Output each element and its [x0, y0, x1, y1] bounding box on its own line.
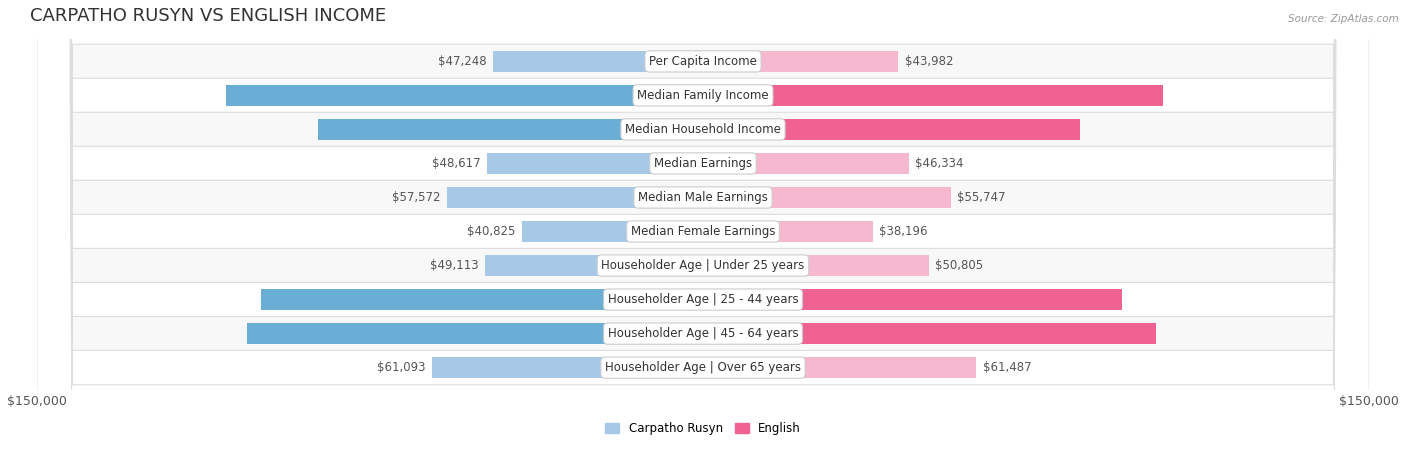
Text: $107,502: $107,502: [633, 89, 695, 102]
Text: Householder Age | Under 25 years: Householder Age | Under 25 years: [602, 259, 804, 272]
FancyBboxPatch shape: [37, 0, 1369, 467]
Text: Source: ZipAtlas.com: Source: ZipAtlas.com: [1288, 14, 1399, 24]
Text: $57,572: $57,572: [392, 191, 440, 204]
Bar: [447, 187, 703, 208]
Bar: [703, 323, 1156, 344]
FancyBboxPatch shape: [37, 0, 1369, 467]
Bar: [703, 153, 908, 174]
Text: $46,334: $46,334: [915, 157, 965, 170]
Text: Householder Age | Over 65 years: Householder Age | Over 65 years: [605, 361, 801, 374]
Text: $102,021: $102,021: [711, 327, 773, 340]
Text: Median Male Earnings: Median Male Earnings: [638, 191, 768, 204]
Text: Median Household Income: Median Household Income: [626, 123, 780, 136]
FancyBboxPatch shape: [37, 0, 1369, 467]
Bar: [494, 51, 703, 72]
Text: $103,684: $103,684: [711, 89, 773, 102]
Text: $102,777: $102,777: [633, 327, 695, 340]
Text: CARPATHO RUSYN VS ENGLISH INCOME: CARPATHO RUSYN VS ENGLISH INCOME: [30, 7, 387, 25]
Bar: [486, 153, 703, 174]
Bar: [318, 119, 703, 140]
Bar: [485, 255, 703, 276]
Text: Householder Age | 25 - 44 years: Householder Age | 25 - 44 years: [607, 293, 799, 306]
FancyBboxPatch shape: [37, 0, 1369, 467]
Text: $48,617: $48,617: [432, 157, 481, 170]
Text: Median Female Earnings: Median Female Earnings: [631, 225, 775, 238]
Text: Householder Age | 45 - 64 years: Householder Age | 45 - 64 years: [607, 327, 799, 340]
Text: $43,982: $43,982: [905, 55, 953, 68]
Bar: [703, 289, 1122, 310]
Text: $38,196: $38,196: [879, 225, 928, 238]
Bar: [703, 255, 928, 276]
Bar: [246, 323, 703, 344]
Text: $61,093: $61,093: [377, 361, 425, 374]
Text: Median Family Income: Median Family Income: [637, 89, 769, 102]
Bar: [703, 357, 976, 378]
Text: $86,635: $86,635: [640, 123, 695, 136]
FancyBboxPatch shape: [37, 0, 1369, 467]
Text: $84,915: $84,915: [711, 123, 766, 136]
Bar: [432, 357, 703, 378]
Bar: [225, 85, 703, 106]
Bar: [703, 221, 873, 242]
Text: $99,449: $99,449: [640, 293, 695, 306]
Bar: [703, 119, 1080, 140]
Bar: [262, 289, 703, 310]
Text: Per Capita Income: Per Capita Income: [650, 55, 756, 68]
Text: $50,805: $50,805: [935, 259, 983, 272]
FancyBboxPatch shape: [37, 0, 1369, 467]
Text: $94,429: $94,429: [711, 293, 766, 306]
FancyBboxPatch shape: [37, 0, 1369, 467]
Text: Median Earnings: Median Earnings: [654, 157, 752, 170]
FancyBboxPatch shape: [37, 0, 1369, 467]
FancyBboxPatch shape: [37, 0, 1369, 467]
Text: $55,747: $55,747: [957, 191, 1005, 204]
Legend: Carpatho Rusyn, English: Carpatho Rusyn, English: [600, 417, 806, 440]
Text: $47,248: $47,248: [437, 55, 486, 68]
Bar: [703, 187, 950, 208]
Text: $49,113: $49,113: [430, 259, 478, 272]
Bar: [703, 51, 898, 72]
Text: $40,825: $40,825: [467, 225, 515, 238]
Bar: [522, 221, 703, 242]
Text: $61,487: $61,487: [983, 361, 1032, 374]
Bar: [703, 85, 1163, 106]
FancyBboxPatch shape: [37, 0, 1369, 467]
